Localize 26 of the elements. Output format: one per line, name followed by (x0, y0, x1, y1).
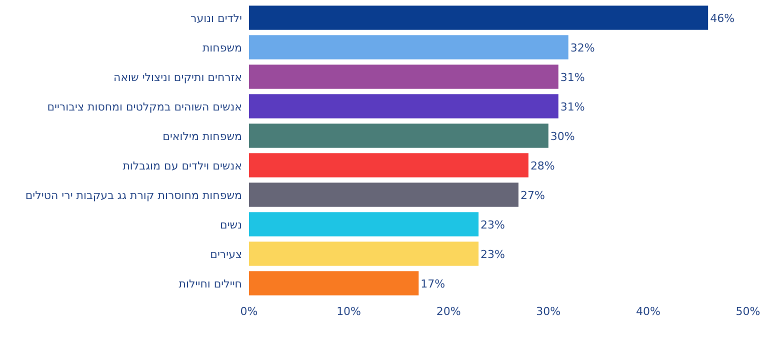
data-label: 31% (560, 70, 585, 84)
y-tick-label: ילדים ונוער (190, 12, 242, 25)
data-label: 28% (530, 159, 555, 172)
data-label: 27% (520, 188, 545, 202)
y-tick-label: משפחות (202, 41, 242, 54)
y-tick-label: אנשים השוהים במקלטים ומחסות ציבוריים (47, 100, 242, 114)
y-tick-label: אזרחים ותיקים וניצולי שואה (114, 70, 242, 84)
y-tick-label: משפחות מילואים (162, 130, 242, 143)
data-label: 23% (480, 218, 505, 232)
data-label: 31% (560, 100, 585, 114)
y-tick-label: חיילים וחיילות (178, 277, 242, 290)
x-tick-label: 40% (636, 305, 660, 318)
x-tick-label: 0% (240, 305, 258, 318)
data-label: 30% (550, 130, 575, 143)
data-label: 32% (570, 41, 595, 54)
y-tick-label: משפחות מחוסרות קורת גג בעקבות ירי הטילים (25, 188, 242, 202)
y-tick-label: צעירים (210, 248, 242, 261)
x-tick-label: 10% (336, 305, 362, 318)
y-tick-label: נשים (220, 218, 242, 232)
data-label: 46% (710, 12, 735, 25)
x-tick-label: 30% (536, 305, 561, 318)
x-tick-label: 50% (736, 305, 760, 318)
x-tick-label: 20% (436, 305, 461, 318)
data-label: 17% (420, 277, 446, 290)
data-label: 23% (480, 248, 505, 261)
y-tick-label: אנשים וילדים עם מוגבלות (122, 159, 242, 172)
